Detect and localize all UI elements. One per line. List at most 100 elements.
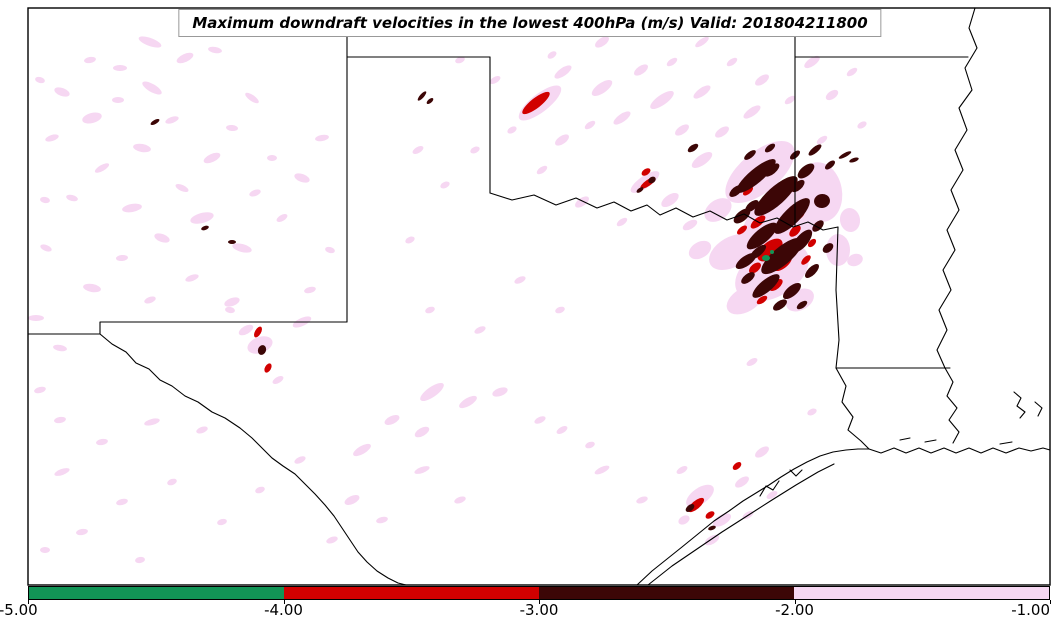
pink-shade-blob — [412, 146, 424, 154]
pink-shade-blob — [135, 556, 145, 564]
pink-shade-blob — [693, 85, 711, 99]
pink-shade-blob — [326, 536, 338, 544]
pink-shade-blob — [315, 134, 329, 142]
maroon-shade-blob — [754, 176, 798, 216]
maroon-shade-blob — [782, 282, 802, 300]
pink-shade-blob — [676, 466, 688, 474]
map-title: Maximum downdraft velocities in the lowe… — [178, 9, 882, 37]
pink-shade-blob — [54, 416, 66, 424]
red-shade-blob — [749, 262, 761, 274]
pink-shade-blob — [686, 484, 714, 508]
pink-shade-blob — [594, 465, 610, 475]
pink-shade-blob — [40, 547, 50, 553]
pink-shade-blob — [224, 297, 240, 307]
pink-shade-blob — [116, 498, 128, 506]
pink-shade-blob — [507, 126, 517, 134]
pink-shade-blob — [712, 513, 732, 527]
pink-shade-blob — [591, 79, 613, 97]
pink-shade-blob — [440, 181, 450, 189]
pink-shade-blob — [267, 155, 277, 161]
red-shade-blob — [522, 91, 550, 115]
pink-shade-blob — [142, 81, 162, 95]
pink-shade-blob — [113, 65, 127, 71]
pink-shade-blob — [225, 306, 235, 314]
maroon-shade-blob — [838, 151, 852, 159]
pink-shade-blob — [185, 274, 199, 282]
pink-shade-blob — [425, 306, 435, 314]
maroon-shade-blob — [685, 504, 695, 512]
pink-shade-blob — [94, 163, 110, 173]
colorbar-segment-3 — [794, 587, 1049, 599]
pink-shade-blob — [489, 76, 501, 84]
pink-shade-blob — [666, 57, 678, 67]
pink-shade-blob — [650, 90, 674, 110]
pink-shade-blob — [414, 426, 430, 438]
pink-shade-blob — [743, 105, 761, 119]
maroon-shade-blob — [764, 163, 780, 177]
pink-shade-blob — [232, 243, 252, 253]
red-shade-blob — [756, 295, 768, 305]
maroon-shade-blob — [648, 176, 656, 184]
pink-shade-blob — [595, 36, 609, 48]
red-shade-blob — [254, 326, 262, 338]
pink-shade-blob — [455, 56, 465, 64]
pink-shade-blob — [405, 236, 415, 244]
pink-shade-blob — [492, 387, 508, 397]
galveston-bay — [759, 480, 780, 497]
pink-shade-blob — [682, 219, 698, 231]
coastal-island-3 — [999, 441, 1013, 445]
maroon-shade-blob — [201, 225, 209, 231]
pink-shade-blob — [554, 65, 572, 79]
pink-shade-blob — [556, 426, 568, 434]
pink-shade-blob — [755, 446, 769, 458]
colorbar-segment-2 — [539, 587, 794, 599]
pink-shade-blob — [34, 386, 46, 394]
maroon-shade-blob — [797, 163, 815, 179]
pink-shade-blob — [76, 528, 88, 536]
pink-shade-blob — [255, 486, 265, 494]
pink-shade-blob — [272, 376, 284, 384]
pink-shade-blob — [40, 196, 50, 204]
maroon-shade-blob — [808, 144, 822, 156]
pink-shade-blob — [122, 203, 142, 213]
coastal-island-2 — [924, 439, 937, 443]
pink-shade-blob — [825, 89, 839, 101]
colorbar-segment-1 — [284, 587, 539, 599]
maroon-shade-blob — [812, 220, 824, 232]
pink-shade-blob — [675, 124, 689, 136]
pink-shade-blob — [245, 92, 259, 104]
pink-shade-blob — [514, 276, 526, 284]
red-shade-blob — [737, 225, 747, 235]
pink-shade-blob — [344, 495, 360, 505]
green-shade-blob — [762, 255, 770, 261]
maroon-shade-blob — [733, 208, 751, 224]
colorbar-segment-0 — [29, 587, 284, 599]
pink-shade-blob — [54, 468, 70, 476]
maroon-shade-blob — [426, 98, 434, 104]
pink-shade-blob — [176, 52, 194, 64]
mississippi-river — [936, 7, 978, 369]
pink-shade-blob — [376, 516, 388, 524]
pink-shade-blob — [715, 126, 729, 138]
rio-grande-mexico-border — [99, 333, 407, 586]
pink-shade-blob — [238, 324, 254, 336]
pink-shade-blob — [54, 87, 70, 97]
barrier-islands — [647, 463, 835, 586]
pink-shade-blob — [133, 143, 151, 153]
pink-shade-blob — [226, 124, 238, 132]
red-shade-blob — [743, 186, 753, 196]
maroon-shade-blob — [752, 274, 780, 298]
pink-shade-blob — [175, 183, 189, 193]
louisiana-lake-2 — [1034, 401, 1043, 417]
pink-shade-blob — [846, 67, 858, 77]
maroon-shade-blob — [764, 143, 776, 153]
pink-shade-blob — [144, 296, 156, 304]
pink-shade-blob — [144, 418, 160, 426]
maroon-shade-blob — [791, 229, 813, 253]
maroon-shade-blob — [736, 159, 776, 193]
pink-shade-blob — [45, 134, 59, 142]
maroon-shade-blob — [636, 187, 644, 193]
pink-shade-blob — [584, 120, 596, 130]
pink-shade-blob — [547, 51, 557, 59]
pink-shade-blob — [35, 76, 45, 84]
